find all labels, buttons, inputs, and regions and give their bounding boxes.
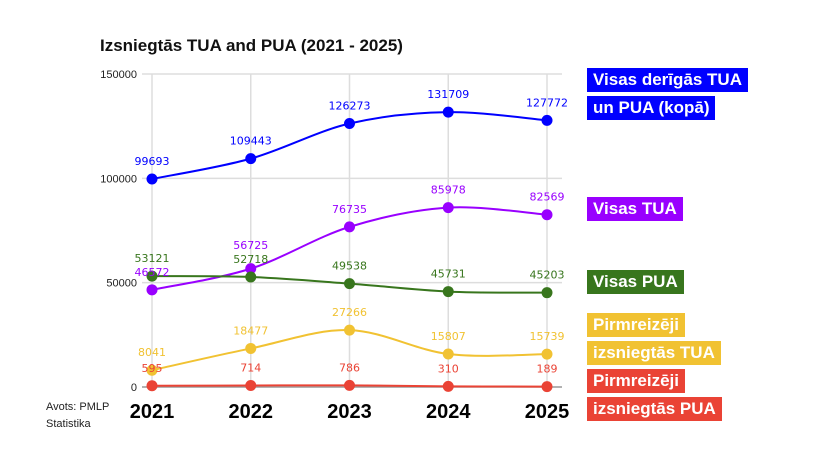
data-point <box>245 153 257 165</box>
legend-item: Pirmreizēji izsniegtās PUA <box>587 367 747 423</box>
y-tick-label: 100000 <box>100 173 137 185</box>
source-note: Avots: PMLP Statistika <box>46 401 110 430</box>
x-tick-label: 2023 <box>327 401 372 423</box>
x-tick-label: 2021 <box>130 401 175 423</box>
data-label: 99693 <box>135 155 170 168</box>
chart-title: Izsniegtās TUA and PUA (2021 - 2025) <box>100 36 403 55</box>
data-label: 45731 <box>431 268 466 281</box>
data-point <box>245 271 257 283</box>
data-point <box>344 221 355 233</box>
data-label: 15739 <box>530 330 565 343</box>
data-point <box>442 380 454 392</box>
data-point <box>442 286 454 298</box>
data-label: 714 <box>240 362 261 375</box>
data-label: 131709 <box>427 88 469 101</box>
data-point <box>344 324 355 336</box>
legend-label: Pirmreizēji izsniegtās TUA <box>587 313 721 365</box>
data-label: 8041 <box>138 346 166 359</box>
data-point <box>541 348 553 360</box>
data-label: 126273 <box>329 100 371 113</box>
data-point <box>146 270 158 282</box>
data-label: 27266 <box>332 306 367 319</box>
y-tick-label: 0 <box>131 382 137 394</box>
data-point <box>245 380 257 392</box>
data-point <box>245 342 257 354</box>
legend-label: Pirmreizēji izsniegtās PUA <box>587 369 722 421</box>
data-label: 15807 <box>431 330 466 343</box>
data-point <box>442 202 454 214</box>
legend-item: Visas derīgās TUA un PUA (kopā) <box>587 66 748 122</box>
x-tick-label: 2022 <box>229 401 274 423</box>
y-tick-label: 50000 <box>106 278 137 290</box>
data-point <box>442 106 454 118</box>
legend-label: Visas derīgās TUA un PUA (kopā) <box>587 68 748 120</box>
data-label: 46572 <box>135 266 170 279</box>
x-tick-label: 2024 <box>426 401 471 423</box>
legend-item: Visas PUA <box>587 268 747 296</box>
data-point <box>541 209 553 221</box>
x-tick-label: 2025 <box>525 401 570 423</box>
data-label: 49538 <box>332 260 367 273</box>
legend-label: Visas TUA <box>587 197 683 221</box>
data-point <box>442 348 454 360</box>
data-label: 18477 <box>233 324 268 337</box>
legend-item: Visas TUA <box>587 195 747 223</box>
legend-item: Pirmreizēji izsniegtās TUA <box>587 311 747 367</box>
data-point <box>146 173 158 185</box>
data-point <box>541 287 553 299</box>
data-label: 82569 <box>530 191 565 204</box>
legend-label: Visas PUA <box>587 270 684 294</box>
data-label: 310 <box>438 362 459 375</box>
data-label: 85978 <box>431 184 466 197</box>
data-label: 52718 <box>233 253 268 266</box>
y-tick-label: 150000 <box>100 69 137 81</box>
data-point <box>344 118 355 130</box>
data-label: 786 <box>339 361 360 374</box>
data-label: 45203 <box>530 269 565 282</box>
data-label: 76735 <box>332 203 367 216</box>
data-point <box>146 364 158 376</box>
data-label: 109443 <box>230 135 272 148</box>
data-point <box>146 284 158 296</box>
data-label: 53121 <box>135 252 170 265</box>
data-point <box>245 263 257 275</box>
data-label: 56725 <box>233 239 268 252</box>
data-point <box>146 380 158 392</box>
data-point <box>541 114 553 126</box>
data-label: 595 <box>142 362 163 375</box>
data-label: 189 <box>537 363 558 376</box>
data-label: 127772 <box>526 96 568 109</box>
data-point <box>541 381 553 393</box>
data-point <box>344 278 355 290</box>
data-point <box>344 379 355 391</box>
